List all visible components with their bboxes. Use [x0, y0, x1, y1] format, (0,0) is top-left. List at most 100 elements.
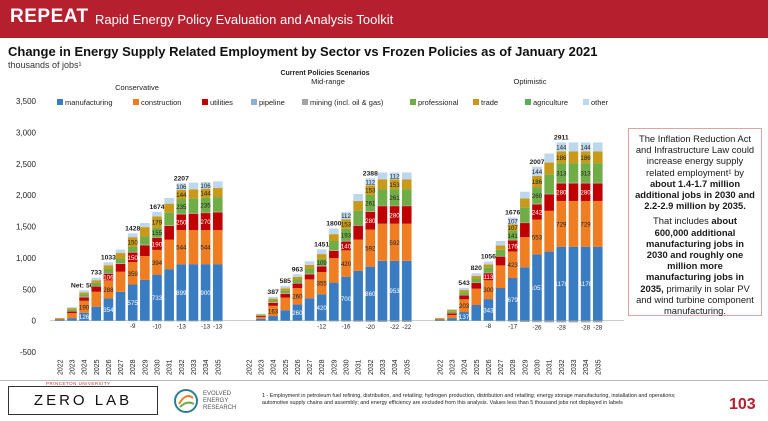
bar-segment	[176, 214, 187, 231]
callout-bold: about 600,000 additional manufacturing j…	[640, 215, 744, 294]
bar-segment	[316, 294, 327, 321]
bar-segment	[79, 292, 89, 295]
bar-segment	[592, 142, 603, 152]
bar-negative	[188, 320, 199, 322]
bar-segment	[140, 279, 150, 321]
bar-segment	[115, 263, 126, 264]
bar-segment	[164, 239, 174, 270]
bar-segment	[280, 297, 291, 311]
bar-negative	[341, 320, 351, 322]
bar-segment	[507, 278, 518, 321]
bar-segment	[471, 273, 482, 276]
header-bar: REPEAT Rapid Energy Policy Evaluation an…	[0, 0, 768, 38]
bar-segment	[292, 283, 303, 288]
bar-segment	[532, 187, 542, 204]
bar-segment	[127, 284, 138, 321]
data-label: 106	[103, 275, 114, 282]
data-label: 140	[341, 243, 352, 250]
data-label: 141	[508, 233, 519, 240]
bar-segment	[212, 212, 223, 231]
partner-name: EVOLVED ENERGY RESEARCH	[203, 391, 237, 411]
data-label: 280	[580, 190, 591, 197]
callout-text: The Inflation Reduction Act and Infrastr…	[635, 133, 755, 178]
y-tick-label: 500	[23, 285, 37, 294]
data-label: 679	[508, 297, 519, 304]
negative-label: -16	[342, 324, 352, 331]
bar-segment	[67, 318, 77, 321]
bar-segment	[353, 225, 363, 226]
bar-segment	[103, 265, 114, 269]
bar-segment	[329, 282, 339, 321]
bar-segment	[256, 313, 266, 315]
bar-negative	[164, 320, 174, 322]
bar-segment	[256, 314, 266, 315]
bar-segment	[401, 206, 412, 224]
bar-segment	[544, 174, 554, 194]
data-label: 860	[365, 291, 376, 298]
data-label: 592	[389, 240, 400, 247]
x-tick-label: 2029	[522, 359, 529, 375]
bar-segment	[304, 264, 315, 269]
bar-segment	[592, 246, 603, 321]
chart-subtitle: thousands of jobs¹	[8, 60, 82, 70]
total-label: Net: 505	[71, 282, 98, 289]
x-tick-label: 2033	[191, 359, 198, 375]
data-label: 106	[176, 184, 187, 191]
x-tick-label: 2030	[344, 359, 351, 375]
total-label: 2388	[363, 170, 378, 177]
data-label: 592	[365, 246, 376, 253]
x-tick-label: 2022	[57, 359, 64, 375]
bar-segment	[280, 310, 291, 321]
x-tick-label: 2025	[94, 359, 101, 375]
bar-segment	[91, 277, 102, 281]
bar-segment	[483, 299, 494, 321]
bar-segment	[316, 271, 327, 295]
data-label: 109	[317, 260, 328, 267]
bar-segment	[176, 264, 187, 321]
bar-segment	[459, 287, 469, 291]
bar-segment	[520, 267, 530, 321]
bar-negative	[483, 320, 494, 322]
legend-swatch	[302, 99, 308, 105]
page-number: 103	[729, 396, 756, 413]
x-tick-label: 2031	[356, 359, 363, 375]
bar-segment	[115, 263, 126, 272]
bar-segment	[459, 294, 469, 296]
bar-segment	[304, 279, 315, 299]
bar-segment	[389, 260, 400, 321]
bar-negative	[544, 320, 554, 323]
bar-segment	[459, 312, 469, 321]
bar-segment	[471, 282, 482, 284]
bar-segment	[91, 291, 102, 307]
bar-negative	[520, 320, 530, 323]
bar-segment	[568, 183, 579, 201]
bar-segment	[544, 194, 554, 211]
data-label: 235	[200, 203, 211, 210]
data-label: 186	[556, 155, 567, 162]
bar-segment	[459, 295, 469, 300]
x-tick-label: 2023	[69, 359, 76, 375]
bar-negative	[152, 320, 162, 322]
legend-swatch	[525, 99, 531, 105]
callout-text: primarily in solar PV and wind turbine c…	[636, 282, 754, 317]
bar-negative	[495, 320, 506, 322]
bar-segment	[200, 188, 211, 198]
bar-negative	[140, 320, 150, 322]
data-label: 107	[508, 218, 519, 225]
data-label: 1178	[579, 281, 593, 288]
bar-segment	[377, 205, 388, 207]
data-label: 144	[532, 169, 543, 176]
bar-segment	[483, 261, 494, 265]
legend-swatch	[583, 99, 589, 105]
bar-segment	[401, 189, 412, 206]
bar-segment	[471, 288, 482, 306]
bar-segment	[544, 162, 554, 175]
bar-segment	[304, 268, 315, 274]
bar-segment	[329, 228, 339, 235]
data-label: 280	[556, 190, 567, 197]
callout-paragraph-1: The Inflation Reduction Act and Infrastr…	[635, 133, 755, 211]
bar-segment	[188, 264, 199, 321]
bar-segment	[365, 185, 376, 195]
bar-segment	[447, 311, 457, 314]
data-label: 420	[341, 261, 352, 268]
